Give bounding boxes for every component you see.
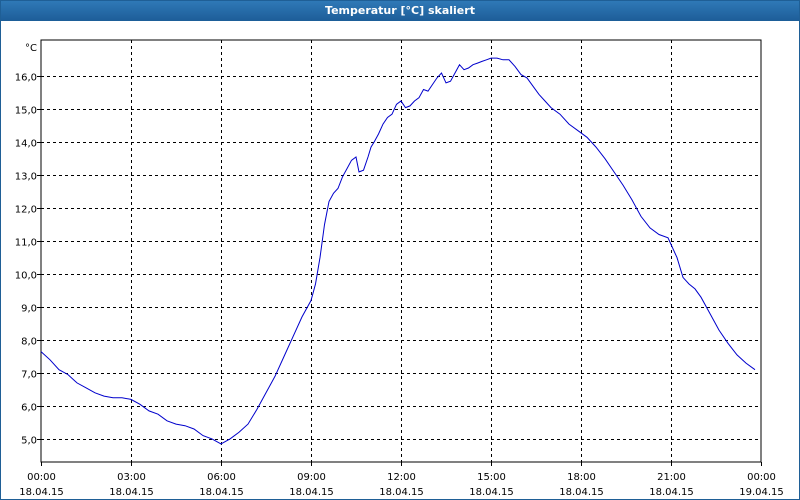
- y-tick-label: 16,0: [15, 73, 37, 84]
- x-tick-date-label: 18.04.15: [469, 487, 514, 498]
- y-axis-unit-label: °C: [25, 43, 37, 54]
- x-tick-date-label: 19.04.15: [739, 487, 784, 498]
- x-tick-date-label: 18.04.15: [559, 487, 604, 498]
- grid-lines: [41, 40, 761, 462]
- x-tick-time-label: 00:00: [27, 472, 56, 483]
- y-tick-label: 9,0: [21, 304, 37, 315]
- x-tick-time-label: 09:00: [297, 472, 326, 483]
- x-tick-time-label: 12:00: [387, 472, 416, 483]
- y-tick-label: 5,0: [21, 436, 37, 447]
- temperature-series-line: [40, 57, 756, 445]
- y-tick-label: 8,0: [21, 337, 37, 348]
- x-tick-date-label: 18.04.15: [649, 487, 694, 498]
- x-tick-time-label: 15:00: [477, 472, 506, 483]
- y-tick-label: 15,0: [15, 106, 37, 117]
- y-tick-label: 6,0: [21, 403, 37, 414]
- x-tick-time-label: 06:00: [207, 472, 236, 483]
- x-tick-date-label: 18.04.15: [379, 487, 424, 498]
- y-tick-label: 14,0: [15, 139, 37, 150]
- x-tick-time-label: 00:00: [747, 472, 776, 483]
- y-tick-label: 7,0: [21, 370, 37, 381]
- y-tick-label: 13,0: [15, 172, 37, 183]
- x-axis-ticks: 00:00 18.04.15 03:00 18.04.15 06:00 18.04.15 0…: [19, 462, 784, 498]
- chart-title: Temperatur [°C] skaliert: [1, 1, 799, 21]
- x-tick-date-label: 18.04.15: [19, 487, 64, 498]
- x-tick-time-label: 21:00: [657, 472, 686, 483]
- y-axis-ticks: 5,0 6,0 7,0 8,0 9,0 10,0 11,0 12,0 13,0 14,0 15,0 1…: [15, 73, 41, 447]
- y-tick-label: 12,0: [15, 205, 37, 216]
- x-tick-date-label: 18.04.15: [199, 487, 244, 498]
- x-tick-time-label: 18:00: [567, 472, 596, 483]
- x-tick-date-label: 18.04.15: [109, 487, 154, 498]
- y-tick-label: 11,0: [15, 238, 37, 249]
- y-tick-label: 10,0: [15, 271, 37, 282]
- x-tick-date-label: 18.04.15: [289, 487, 334, 498]
- x-tick-time-label: 03:00: [117, 472, 146, 483]
